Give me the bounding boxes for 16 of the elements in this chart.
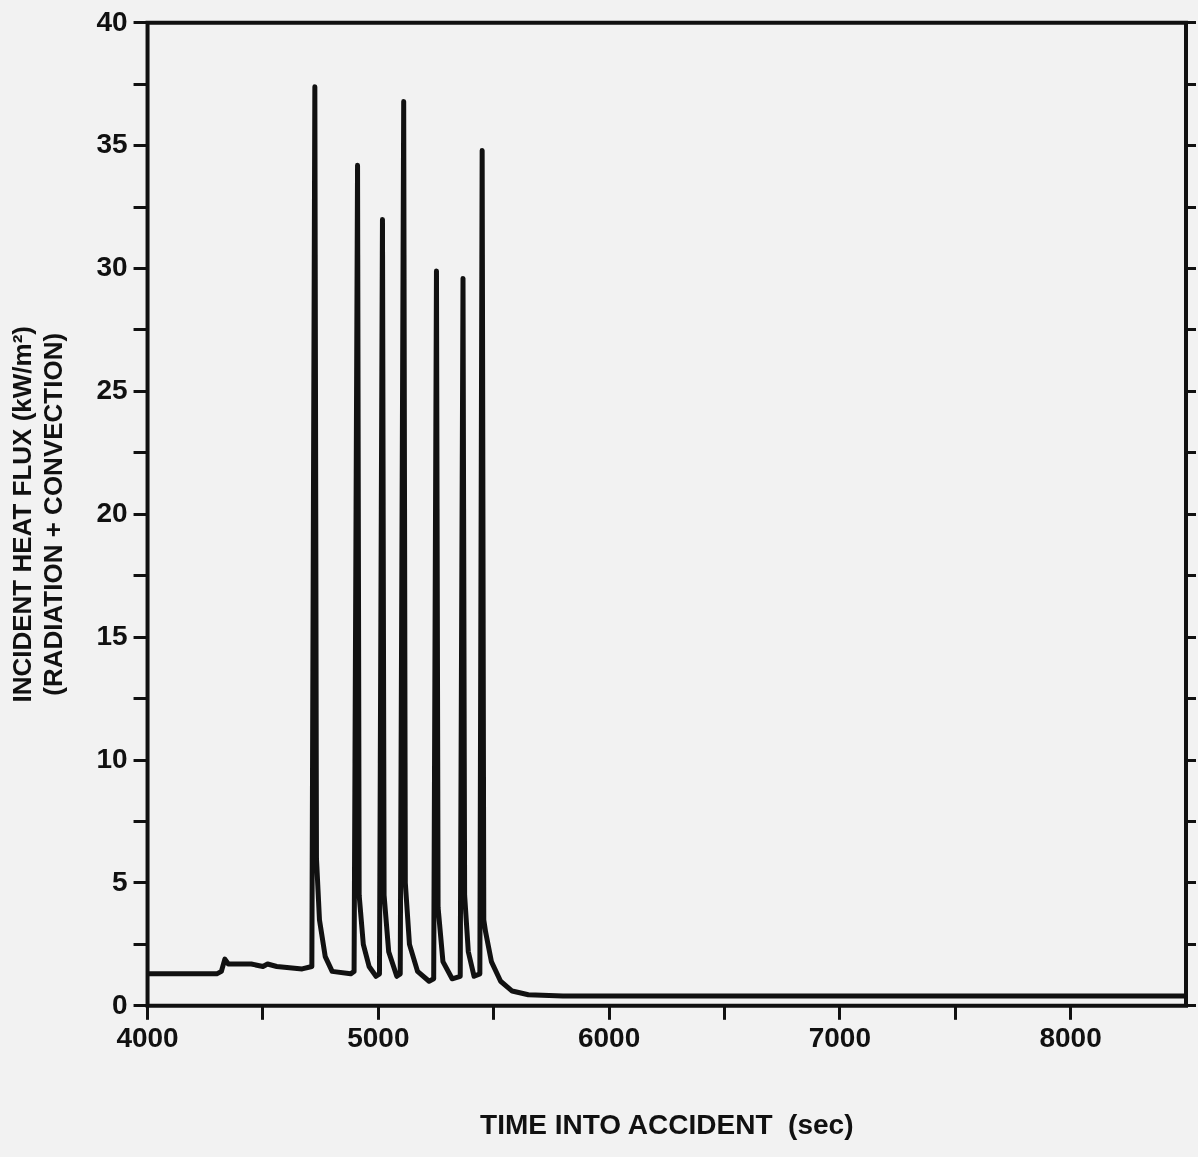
y-tick-label: 0 bbox=[111, 988, 128, 1020]
y-tick-label: 30 bbox=[96, 251, 128, 283]
y-tick-label: 40 bbox=[96, 5, 128, 37]
y-tick-label: 20 bbox=[96, 497, 128, 529]
x-tick-label: 8000 bbox=[1039, 1022, 1102, 1054]
x-tick-label: 4000 bbox=[116, 1022, 179, 1054]
x-axis-title: TIME INTO ACCIDENT (sec) bbox=[480, 1108, 854, 1140]
y-tick-label: 10 bbox=[96, 742, 128, 774]
y-tick-label: 25 bbox=[96, 374, 128, 406]
x-tick-label: 5000 bbox=[347, 1022, 410, 1054]
y-tick-label: 35 bbox=[96, 128, 128, 160]
x-tick-label: 7000 bbox=[808, 1022, 871, 1054]
x-tick-label: 6000 bbox=[577, 1022, 641, 1054]
y-tick-label: 5 bbox=[111, 865, 128, 897]
y-tick-label: 15 bbox=[96, 619, 128, 651]
y-axis-title: INCIDENT HEAT FLUX (kW/m²) (RADIATION + CONVECTION) bbox=[6, 326, 68, 703]
